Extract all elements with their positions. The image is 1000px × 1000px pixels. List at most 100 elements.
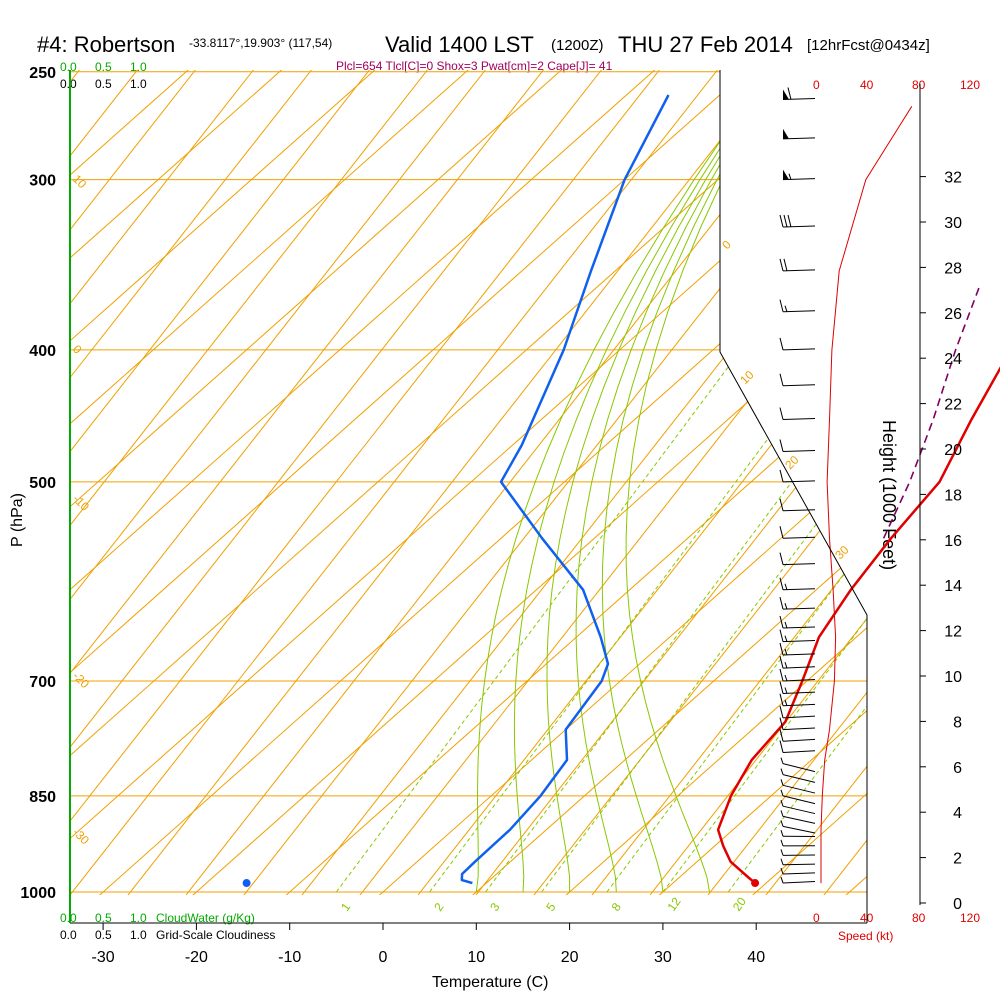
wind-barb xyxy=(782,169,816,181)
dry-adiabat-line xyxy=(70,70,254,895)
height-tick-label: 24 xyxy=(944,351,962,368)
dry-adiabat-line xyxy=(649,70,867,895)
moist-adiabat-line xyxy=(475,71,770,893)
dry-adiabat-line xyxy=(243,70,867,895)
cloud-water-label: CloudWater (g/Kg) xyxy=(156,911,255,925)
mixing-ratio-label: 2 xyxy=(431,900,446,914)
wind-barb xyxy=(779,337,816,351)
wind-barb xyxy=(779,693,816,707)
speed-axis-label: Speed (kt) xyxy=(838,929,893,943)
isotherm-line xyxy=(70,70,709,895)
speed-bottom-120: 120 xyxy=(960,911,980,925)
y-axis-label: P (hPa) xyxy=(9,493,26,547)
height-tick-label: 0 xyxy=(953,896,962,913)
dry-adiabat-label: -10 xyxy=(70,492,92,514)
height-tick-label: 26 xyxy=(944,306,962,323)
x-tick-label: 30 xyxy=(654,949,672,966)
height-tick-label: 14 xyxy=(944,578,962,595)
wind-barb xyxy=(779,681,816,695)
isotherm-line xyxy=(630,70,867,895)
dry-adiabat-line xyxy=(70,70,718,895)
isotherm-line xyxy=(723,70,867,895)
background-grid xyxy=(0,70,1000,895)
isotherm-line xyxy=(443,70,867,895)
wind-barb xyxy=(779,214,816,228)
mixing-ratio-label: 1 xyxy=(338,900,353,914)
valid-time: Valid 1400 LST xyxy=(385,32,534,57)
cloudiness-top-label-2: 1.0 xyxy=(130,77,147,91)
wind-barb xyxy=(779,552,816,566)
dry-adiabat-line xyxy=(70,70,196,895)
speed-top-120: 120 xyxy=(960,78,980,92)
station-coords: -33.8117°,19.903° (117,54) xyxy=(189,36,332,50)
wind-barb xyxy=(780,867,816,875)
wind-barb xyxy=(780,820,816,834)
mixing-ratio-label: 8 xyxy=(609,900,624,914)
isotherm-line xyxy=(70,70,867,895)
height-tick-label: 8 xyxy=(953,714,962,731)
header: #4: Robertson -33.8117°,19.903° (117,54)… xyxy=(37,32,930,73)
wind-barb xyxy=(780,779,816,794)
dry-adiabat-line xyxy=(70,70,486,895)
x-axis-label: Temperature (C) xyxy=(432,974,548,991)
height-tick-label: 32 xyxy=(944,170,962,187)
cloud-bottom-label-2: 1.0 xyxy=(130,911,147,925)
dry-adiabat-line xyxy=(475,70,867,895)
height-axis-label: Height (1000 Feet) xyxy=(879,420,899,570)
cloudiness-bottom-label-1: 0.5 xyxy=(95,928,112,942)
height-tick-label: 28 xyxy=(944,260,962,277)
surface-temperature-dot xyxy=(751,879,760,888)
wind-barb xyxy=(779,656,816,669)
cloud-top-label-0: 0.0 xyxy=(60,60,77,74)
wind-barb xyxy=(780,800,816,815)
wind-barb xyxy=(779,740,816,754)
cloudiness-top-label-1: 0.5 xyxy=(95,77,112,91)
wind-barb xyxy=(779,469,816,483)
dry-adiabat-label: 10 xyxy=(70,172,90,192)
mixing-ratio-line xyxy=(606,349,867,893)
wind-barb xyxy=(780,789,816,805)
p-tick-label: 1000 xyxy=(20,885,56,902)
dry-adiabat-line xyxy=(417,70,867,895)
wind-barb xyxy=(779,373,816,387)
mixing-ratio-line xyxy=(541,349,867,893)
isotherm-line xyxy=(70,70,522,895)
x-tick-label: -30 xyxy=(92,949,115,966)
wind-barb xyxy=(780,876,816,884)
dry-adiabat-line xyxy=(70,70,602,895)
cloud-top-label-2: 1.0 xyxy=(130,60,147,74)
moist-adiabat-line xyxy=(546,71,775,892)
dry-adiabat-line xyxy=(940,70,1000,895)
wind-barb xyxy=(779,729,816,742)
isotherm-line xyxy=(350,70,867,895)
plot-border xyxy=(719,70,868,923)
cloudiness-bottom-label-0: 0.0 xyxy=(60,928,77,942)
dry-adiabat-line xyxy=(70,70,428,895)
cloudiness-top-label-0: 0.0 xyxy=(60,77,77,91)
moist-adiabat-line xyxy=(601,71,780,893)
wind-barb xyxy=(779,526,816,539)
dry-adiabat-line xyxy=(127,70,776,895)
wind-barb xyxy=(780,768,816,783)
height-tick-label: 30 xyxy=(944,215,962,232)
height-tick-label: 20 xyxy=(944,442,962,459)
x-tick-label: 40 xyxy=(747,949,765,966)
moist-adiabat-line xyxy=(625,71,782,893)
wind-barb xyxy=(779,407,816,421)
wind-barb xyxy=(779,615,816,629)
height-tick-label: 2 xyxy=(953,851,962,868)
dry-adiabat-line xyxy=(301,70,867,895)
speed-bottom-80: 80 xyxy=(912,911,926,925)
cloudiness-label: Grid-Scale Cloudiness xyxy=(156,928,275,942)
dry-adiabat-line xyxy=(0,70,21,895)
isotherm-line xyxy=(70,70,867,895)
cloud-scales: 0.0 0.5 1.0 0.0 0.5 1.0 0.0 0.5 1.0 Clou… xyxy=(60,60,275,942)
dry-adiabat-line xyxy=(707,70,867,895)
speed-bottom-0: 0 xyxy=(813,911,820,925)
isotherm-line xyxy=(70,70,867,895)
p-tick-label: 850 xyxy=(29,789,56,806)
wind-barb xyxy=(780,858,816,866)
mixing-ratio-line xyxy=(727,349,867,893)
moist-adiabat-line xyxy=(513,71,773,893)
wind-barb xyxy=(779,577,816,591)
